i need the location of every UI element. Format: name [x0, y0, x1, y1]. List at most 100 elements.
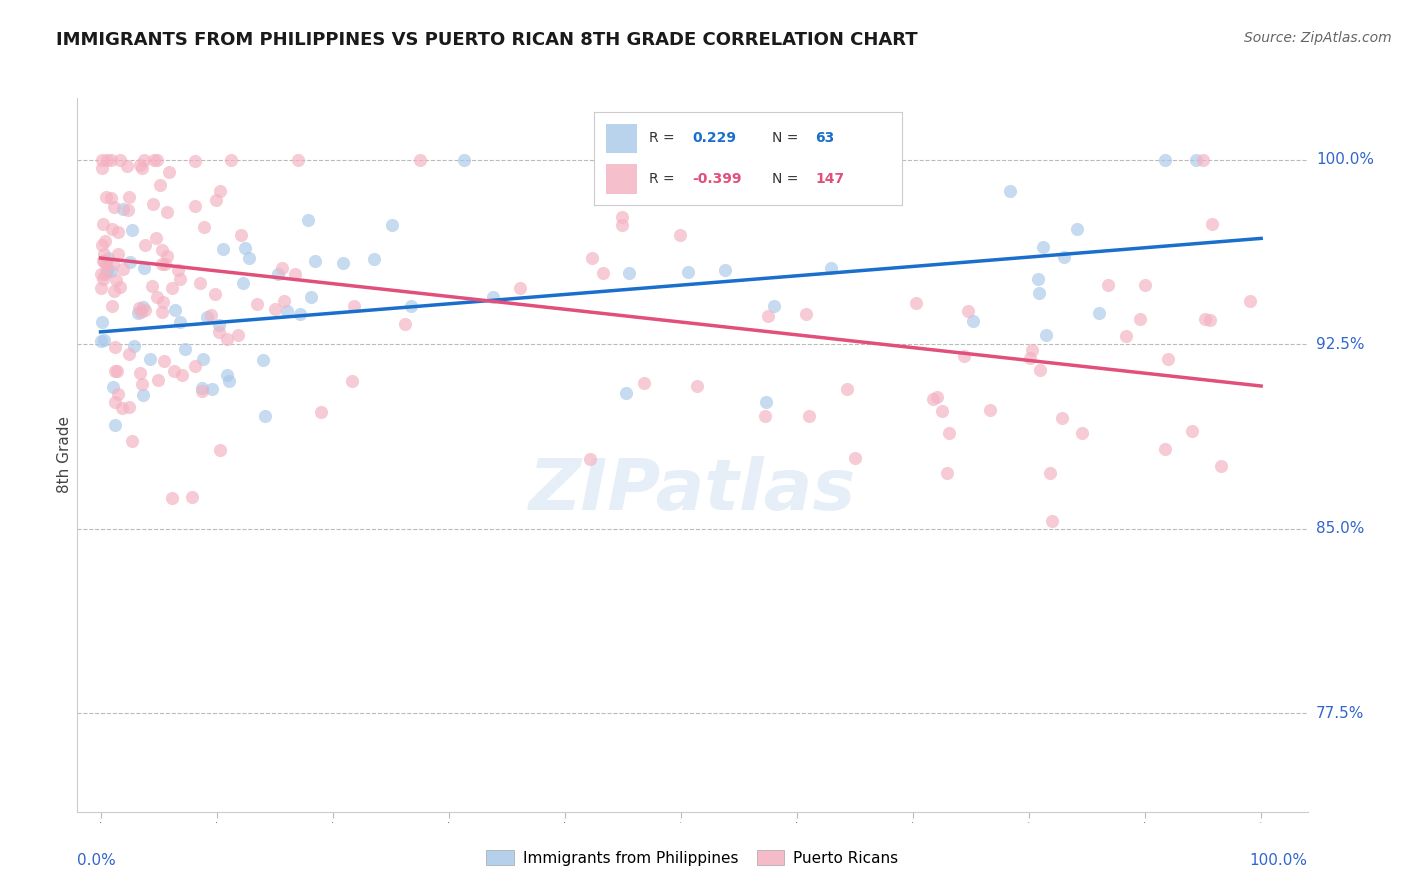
Point [91, 238, 114, 252]
Point [91, 161, 114, 175]
Point [276, 303, 298, 318]
Point [581, 251, 603, 265]
Point [1040, 515, 1063, 529]
Point [1021, 343, 1043, 358]
Point [218, 375, 240, 389]
Point [343, 299, 366, 313]
Point [121, 434, 143, 448]
Point [238, 251, 260, 265]
Point [146, 289, 169, 303]
Point [103, 257, 125, 271]
Point [1029, 363, 1052, 377]
Point [145, 230, 167, 244]
Point [150, 305, 173, 319]
Point [94, 190, 117, 204]
Point [1154, 153, 1177, 167]
Point [453, 153, 475, 167]
Point [193, 220, 215, 235]
Point [482, 290, 505, 304]
Point [134, 237, 156, 252]
Point [1039, 466, 1062, 480]
Point [756, 309, 779, 323]
Text: N =: N = [772, 131, 803, 145]
Text: 147: 147 [815, 172, 845, 186]
Point [226, 327, 249, 342]
Point [166, 262, 188, 277]
Point [117, 347, 139, 361]
Point [201, 382, 224, 396]
Text: 63: 63 [815, 131, 835, 145]
Point [676, 265, 699, 279]
Point [200, 308, 222, 322]
Point [820, 260, 842, 275]
Point [145, 153, 167, 167]
Point [127, 306, 149, 320]
Point [152, 353, 174, 368]
Point [150, 243, 173, 257]
Point [90, 267, 112, 281]
Point [170, 368, 193, 382]
Point [90, 315, 112, 329]
Point [104, 340, 127, 354]
Point [107, 246, 129, 260]
Point [142, 197, 165, 211]
Point [121, 223, 143, 237]
Point [1028, 286, 1050, 301]
Point [835, 382, 858, 396]
Point [132, 153, 155, 167]
Point [163, 303, 186, 318]
Point [103, 379, 125, 393]
Point [174, 342, 197, 356]
Legend: Immigrants from Philippines, Puerto Ricans: Immigrants from Philippines, Puerto Rica… [481, 844, 904, 871]
Point [399, 299, 422, 313]
Point [184, 199, 207, 213]
Point [195, 310, 218, 324]
Point [633, 376, 655, 390]
Point [610, 210, 633, 224]
Point [1185, 153, 1208, 167]
Point [191, 384, 214, 398]
Point [273, 294, 295, 309]
Point [1239, 293, 1261, 308]
Point [94, 235, 117, 249]
FancyBboxPatch shape [606, 164, 637, 194]
Point [117, 202, 139, 217]
Point [229, 228, 252, 243]
Point [139, 352, 162, 367]
Point [938, 426, 960, 441]
Point [118, 190, 141, 204]
Point [1097, 277, 1119, 292]
Point [104, 418, 127, 433]
Point [614, 386, 637, 401]
Point [246, 297, 269, 311]
Point [342, 374, 364, 388]
Point [132, 260, 155, 275]
Point [217, 332, 239, 346]
Point [905, 296, 928, 310]
Point [394, 317, 416, 331]
Point [143, 153, 166, 167]
Point [110, 280, 132, 294]
Point [115, 159, 138, 173]
Point [215, 368, 238, 382]
Point [157, 164, 180, 178]
Text: 92.5%: 92.5% [1316, 336, 1364, 351]
Point [128, 301, 150, 315]
Point [107, 387, 129, 401]
Point [100, 153, 122, 167]
Point [579, 451, 602, 466]
Point [128, 158, 150, 172]
Point [252, 353, 274, 368]
Point [188, 276, 211, 290]
Point [93, 333, 115, 347]
Point [132, 301, 155, 315]
Text: -0.399: -0.399 [692, 172, 742, 186]
Point [219, 153, 242, 167]
Point [844, 450, 866, 465]
Point [271, 261, 294, 276]
Point [120, 255, 142, 269]
Point [998, 184, 1021, 198]
Point [152, 257, 174, 271]
Point [668, 227, 690, 242]
Point [129, 305, 152, 319]
